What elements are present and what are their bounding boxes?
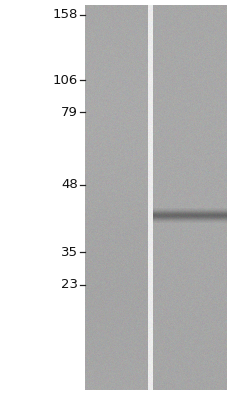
Text: 48: 48 <box>61 178 78 192</box>
Text: 23: 23 <box>61 278 78 292</box>
Text: 158: 158 <box>52 8 78 22</box>
Text: 106: 106 <box>52 74 78 86</box>
Text: 79: 79 <box>61 106 78 118</box>
Text: 35: 35 <box>61 246 78 258</box>
